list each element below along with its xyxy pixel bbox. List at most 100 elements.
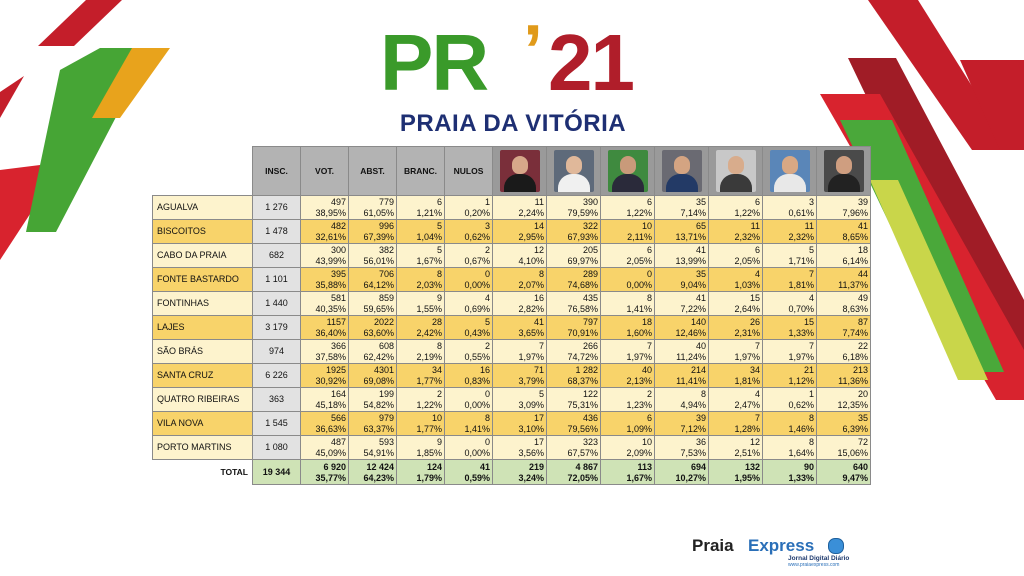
- vote-count: 14: [533, 221, 544, 231]
- total-cell: 113 1,67%: [600, 459, 655, 485]
- result-cell: 4 0,69%: [444, 291, 493, 316]
- table-row: BISCOITOS 1 478 482 32,61% 996 67,39% 5 1,04% 3 0…: [152, 219, 871, 244]
- vote-percent: 54,82%: [363, 400, 394, 410]
- parish-name: SÃO BRÁS: [152, 339, 253, 364]
- vote-percent: 68,37%: [567, 376, 598, 386]
- result-cell: 5 0,43%: [444, 315, 493, 340]
- total-percent: 72,05%: [567, 473, 598, 483]
- vote-count: 9: [436, 293, 442, 303]
- table-row: VILA NOVA 1 545 566 36,63% 979 63,37% 10 1,77% 8…: [152, 411, 871, 436]
- vote-count: 6: [436, 197, 442, 207]
- vote-percent: 1,67%: [416, 256, 442, 266]
- total-cell: 4 867 72,05%: [546, 459, 601, 485]
- vote-count: 0: [646, 269, 652, 279]
- vote-percent: 2,95%: [518, 232, 544, 242]
- total-percent: 3,24%: [518, 473, 544, 483]
- vote-percent: 1,23%: [626, 400, 652, 410]
- result-cell: 6 1,22%: [600, 195, 655, 220]
- vote-percent: 63,37%: [363, 424, 394, 434]
- vote-count: 7: [754, 341, 760, 351]
- vote-percent: 0,20%: [464, 208, 490, 218]
- result-cell: 300 43,99%: [300, 243, 349, 268]
- vote-count: 2: [484, 341, 490, 351]
- parish-name: LAJES: [152, 315, 253, 340]
- vote-count: 40: [641, 365, 652, 375]
- vote-percent: 0,00%: [464, 448, 490, 458]
- parish-name: FONTE BASTARDO: [152, 267, 253, 292]
- vote-count: 0: [484, 437, 490, 447]
- result-cell: 979 63,37%: [348, 411, 397, 436]
- result-cell: 12 4,10%: [492, 243, 547, 268]
- vote-count: 390: [582, 197, 598, 207]
- vote-percent: 3,65%: [518, 328, 544, 338]
- vote-count: 322: [582, 221, 598, 231]
- result-cell: 16 2,82%: [492, 291, 547, 316]
- vote-count: 18: [857, 245, 868, 255]
- vote-count: 26: [749, 317, 760, 327]
- table-row: CABO DA PRAIA 682 300 43,99% 382 56,01% 5 1,67%…: [152, 243, 871, 268]
- brand-name-praia: Praia: [692, 536, 734, 555]
- insc-value: 3 179: [252, 315, 301, 340]
- candidate-header-3: [600, 146, 655, 196]
- result-cell: 497 38,95%: [300, 195, 349, 220]
- vote-count: 11: [804, 221, 814, 231]
- vote-percent: 79,56%: [567, 424, 598, 434]
- result-cell: 395 35,88%: [300, 267, 349, 292]
- vote-percent: 2,47%: [734, 400, 760, 410]
- vote-percent: 0,67%: [464, 256, 490, 266]
- parish-name: QUATRO RIBEIRAS: [152, 387, 253, 412]
- result-cell: 35 9,04%: [654, 267, 709, 292]
- vote-count: 2: [484, 245, 490, 255]
- result-cell: 10 1,77%: [396, 411, 445, 436]
- total-count: 113: [637, 462, 652, 472]
- vote-percent: 1,64%: [788, 448, 814, 458]
- result-cell: 213 11,36%: [816, 363, 871, 388]
- logo-apostrophe: ’: [523, 11, 544, 91]
- result-cell: 0 0,00%: [600, 267, 655, 292]
- result-cell: 322 67,93%: [546, 219, 601, 244]
- header-insc: INSC.: [252, 146, 301, 196]
- candidate-photo-6-icon: [769, 150, 810, 192]
- candidate-photo-4-icon: [661, 150, 702, 192]
- vote-count: 1: [484, 197, 490, 207]
- vote-count: 8: [436, 269, 442, 279]
- result-cell: 3 0,61%: [762, 195, 817, 220]
- result-cell: 11 2,32%: [708, 219, 763, 244]
- vote-count: 39: [695, 413, 706, 423]
- vote-percent: 79,59%: [567, 208, 598, 218]
- vote-percent: 0,00%: [626, 280, 652, 290]
- result-cell: 199 54,82%: [348, 387, 397, 412]
- result-cell: 0 0,00%: [444, 267, 493, 292]
- vote-count: 87: [857, 317, 868, 327]
- candidate-header-4: [654, 146, 709, 196]
- insc-value: 1 101: [252, 267, 301, 292]
- vote-percent: 7,12%: [680, 424, 706, 434]
- brand-name-express: Express: [748, 536, 815, 555]
- vote-percent: 54,91%: [363, 448, 394, 458]
- result-cell: 436 79,56%: [546, 411, 601, 436]
- vote-percent: 0,00%: [464, 400, 490, 410]
- vote-percent: 8,65%: [842, 232, 868, 242]
- vote-count: 7: [808, 341, 814, 351]
- vote-percent: 0,62%: [464, 232, 490, 242]
- table-row: FONTE BASTARDO 1 101 395 35,88% 706 64,12% 8 2,…: [152, 267, 871, 292]
- vote-percent: 11,36%: [838, 376, 868, 386]
- parish-name: AGUALVA: [152, 195, 253, 220]
- result-cell: 21 1,12%: [762, 363, 817, 388]
- result-cell: 6 2,05%: [708, 243, 763, 268]
- vote-count: 11: [750, 221, 760, 231]
- vote-percent: 1,22%: [416, 400, 442, 410]
- result-cell: 487 45,09%: [300, 435, 349, 460]
- result-cell: 49 8,63%: [816, 291, 871, 316]
- vote-count: 122: [582, 389, 598, 399]
- vote-percent: 32,61%: [315, 232, 346, 242]
- result-cell: 581 40,35%: [300, 291, 349, 316]
- result-cell: 40 2,13%: [600, 363, 655, 388]
- total-insc: 19 344: [252, 459, 301, 485]
- vote-percent: 2,31%: [734, 328, 760, 338]
- result-cell: 41 3,65%: [492, 315, 547, 340]
- result-cell: 5 1,71%: [762, 243, 817, 268]
- vote-percent: 6,18%: [842, 352, 868, 362]
- vote-count: 35: [857, 413, 868, 423]
- insc-value: 1 478: [252, 219, 301, 244]
